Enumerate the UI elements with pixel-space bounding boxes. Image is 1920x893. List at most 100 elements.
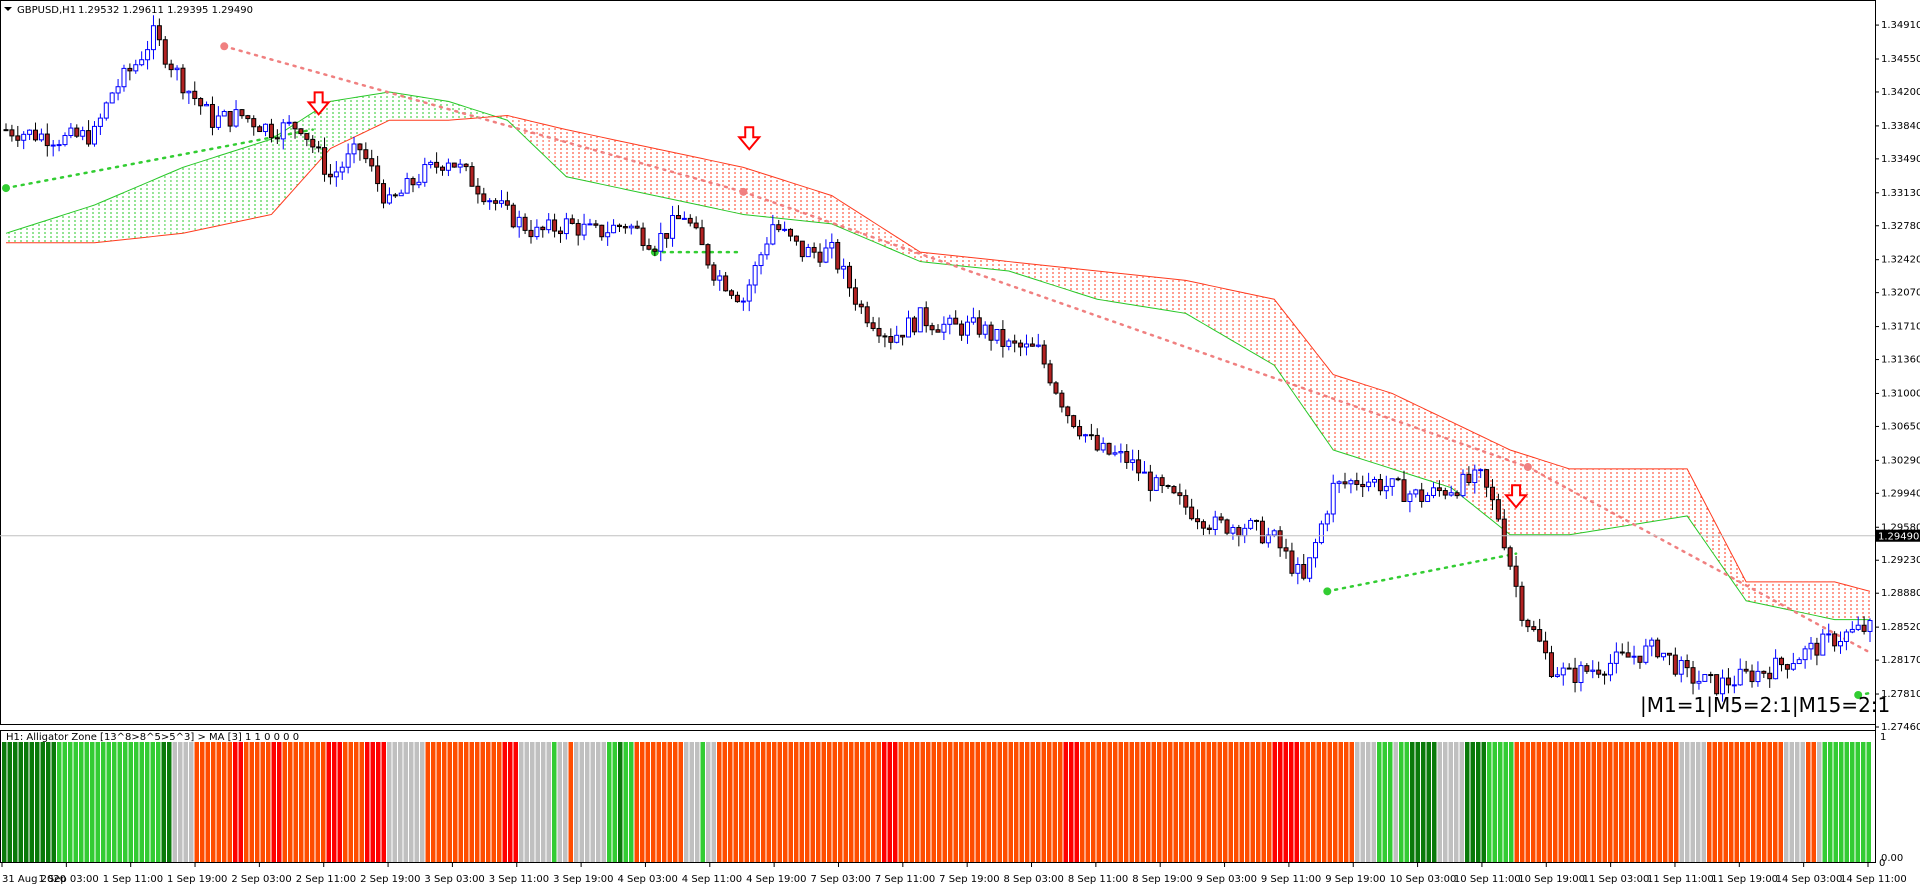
cloud-segment [1722,536,1729,576]
cloud-segment [1763,581,1770,606]
zone-bar-orange [788,742,793,862]
cloud-segment [6,231,12,243]
bear-candle [375,165,381,185]
zone-bar-orange [733,742,738,862]
x-tick-label: 4 Sep 03:00 [617,874,677,885]
bull-candle [1578,665,1584,683]
zone-bar-green [612,742,617,862]
zone-bar-orange [1124,742,1129,862]
zone-bar-orange [1129,742,1134,862]
zone-bar-orange [667,742,672,862]
cloud-segment [1345,378,1351,456]
cloud-segment [820,191,826,224]
zone-bar-orange [469,742,474,862]
zone-bar-orange [1624,742,1629,862]
zone-bar-orange [645,742,650,862]
bull-candle [1230,526,1236,534]
cloud-segment [1185,280,1192,317]
indicator-title: H1: Alligator Zone [13^8>8^5>5^3] > MA [… [6,732,299,743]
zone-bar-green [90,742,95,862]
bear-candle [1047,363,1053,384]
bull-candle [964,321,970,336]
bear-candle [1619,651,1625,654]
cloud-segment [236,148,242,222]
zone-bar-orange [288,742,293,862]
bear-candle [911,317,917,333]
zone-bar-gray [398,742,403,862]
bear-candle [1059,392,1065,408]
cloud-segment [1557,465,1564,535]
zone-bar-orange [772,742,777,862]
zone-bar-darkgreen [618,742,623,862]
bear-candle [316,146,322,149]
bull-candle [1383,485,1389,492]
bull-candle [1407,493,1413,503]
cloud-segment [1138,275,1145,307]
cloud-segment [1333,374,1340,452]
cloud-segment [17,227,24,243]
bear-candle [510,204,516,228]
indicator-scale-bottom-alt: 0 [1879,858,1885,869]
bear-candle [1666,652,1672,656]
zone-bar-orange [1564,742,1569,862]
cloud-segment [1404,399,1410,475]
bull-candle [1720,677,1726,695]
cloud-segment [1109,272,1115,303]
candles [3,15,1873,702]
alligator-zone-bars [2,742,1871,862]
zone-bar-orange [1261,742,1266,862]
cloud-segment [188,163,195,233]
bear-candle [817,251,823,263]
zone-bar-orange [1608,742,1613,862]
zone-bar-gray [1366,742,1371,862]
zone-bar-orange [442,742,447,862]
zone-bar-orange [266,742,271,862]
bull-candle [215,115,221,128]
bull-candle [563,218,569,235]
zone-bar-green [1828,742,1833,862]
bull-candle [823,247,829,263]
bear-candle [552,219,558,232]
bull-candle [174,67,180,71]
cloud-segment [348,97,355,141]
zone-bar-green [1833,742,1838,862]
zone-bar-red [1283,742,1288,862]
bull-candle [1130,459,1136,463]
zone-bar-red [882,742,887,862]
bull-candle [345,153,351,168]
cloud-segment [1244,292,1251,352]
cloud-segment [1309,344,1316,425]
cloud-segment [1374,387,1381,466]
zone-bar-orange [904,742,909,862]
cloud-segment [1209,285,1216,331]
bear-candle [1360,483,1366,488]
cloud-segment [896,237,903,255]
zone-bar-red [508,742,513,862]
cloud-segment [82,206,89,243]
bull-candle [752,265,758,286]
zone-bar-gray [1459,742,1464,862]
x-tick-label: 8 Sep 03:00 [1004,874,1064,885]
bear-candle [557,230,563,235]
cloud-segment [920,252,927,263]
triangle-down-icon[interactable] [4,7,12,11]
bull-candle [1554,674,1560,677]
cloud-segment [165,172,172,236]
x-tick-label: 3 Sep 03:00 [424,874,484,885]
zone-bar-orange [1025,742,1030,862]
bear-candle [162,39,168,65]
bull-candle [1324,513,1330,525]
zone-bar-red [233,742,238,862]
bear-candle [1041,344,1047,365]
x-tick-label: 2 Sep 11:00 [296,874,356,885]
zone-bar-orange [1580,742,1585,862]
cloud-segment [300,116,307,182]
zone-bar-orange [997,742,1002,862]
zone-bar-gray [585,742,590,862]
zone-bar-gray [535,742,540,862]
bear-candle [481,193,487,203]
cloud-segment [1356,382,1363,460]
bear-candle [3,129,9,132]
cloud-segment [1657,468,1664,521]
